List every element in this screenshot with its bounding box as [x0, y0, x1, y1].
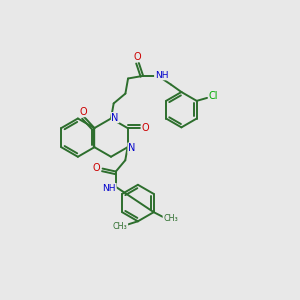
Text: N: N	[128, 143, 135, 153]
Text: O: O	[80, 106, 87, 117]
Text: O: O	[93, 163, 100, 173]
Text: CH₃: CH₃	[163, 214, 178, 224]
Text: NH: NH	[154, 71, 168, 80]
Text: O: O	[141, 123, 149, 133]
Text: O: O	[134, 52, 141, 62]
Text: NH: NH	[103, 184, 116, 193]
Text: CH₃: CH₃	[113, 222, 128, 231]
Text: N: N	[111, 112, 119, 123]
Text: Cl: Cl	[209, 92, 218, 101]
